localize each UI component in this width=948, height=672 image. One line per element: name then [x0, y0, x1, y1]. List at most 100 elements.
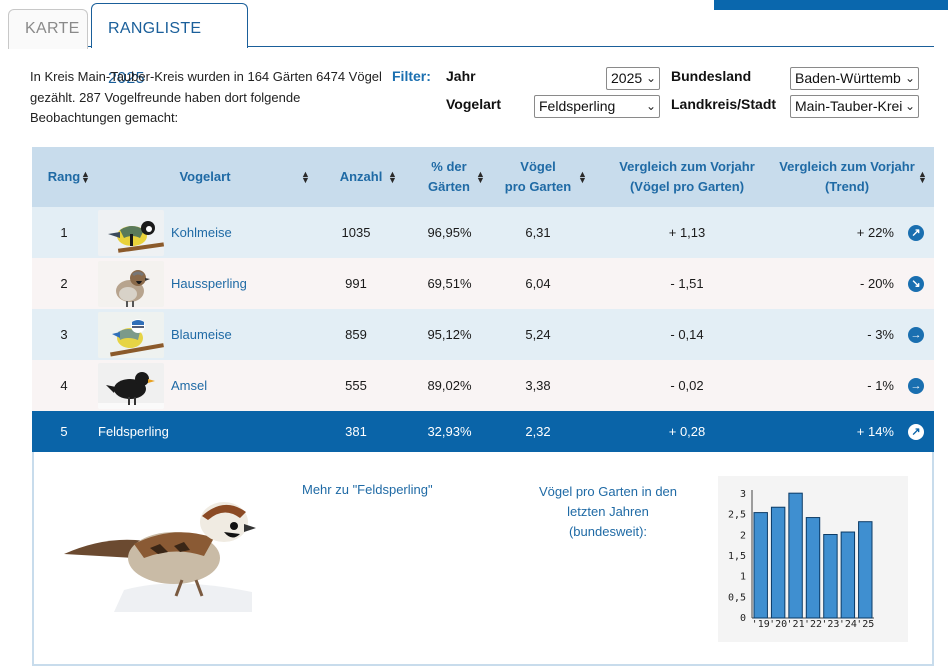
row-comparison: - 0,14 — [670, 327, 704, 342]
detail-panel: Mehr zu "Feldsperling" Vögel pro Garten … — [32, 452, 934, 666]
ranking-table: Rang ▲ ▼ Vogelart ▲ ▼ Anzahl ▲ ▼ % der Gärt… — [32, 147, 934, 666]
row-count: 991 — [345, 276, 367, 291]
row-trend: - 1% — [867, 378, 894, 393]
header-vergleich-vpg[interactable]: Vergleich zum Vorjahr (Vögel pro Garten) — [592, 147, 782, 207]
header-anzahl-label: Anzahl — [339, 169, 383, 184]
row-comparison: + 0,28 — [668, 424, 706, 439]
intro-text: In Kreis Main-Tauber-Kreis wurden in 164… — [30, 69, 382, 125]
row-pct: 95,12% — [427, 327, 472, 342]
row-comparison: - 0,02 — [670, 378, 704, 393]
jahr-label: Jahr — [446, 68, 476, 84]
row-pct: 69,51% — [427, 276, 472, 291]
bar — [788, 492, 803, 619]
bird-name-link[interactable]: Blaumeise — [171, 327, 232, 342]
table-row[interactable]: 2 Haussperling 991 69,51% 6,04 - 1,51 - … — [32, 258, 934, 309]
tab-karte[interactable]: KARTE — [8, 9, 88, 49]
bird-thumbnail[interactable] — [98, 207, 164, 258]
chevron-down-icon: ⌄ — [904, 71, 915, 85]
bird-name-link[interactable]: Haussperling — [171, 276, 247, 291]
jahr-select[interactable]: 2025 ⌄ — [606, 67, 660, 90]
row-trend: + 22% — [856, 225, 894, 240]
header-vergleich-trend[interactable]: Vergleich zum Vorjahr (Trend) ▲ ▼ — [772, 147, 927, 207]
kohlmeise-image — [98, 209, 164, 256]
bird-thumbnail[interactable] — [98, 309, 164, 360]
bird-name-link[interactable]: Kohlmeise — [171, 225, 232, 240]
table-row[interactable]: 3 Blaumeise 859 95,12% 5,24 - 0,14 - 3% … — [32, 309, 934, 360]
sort-icon: ▲ ▼ — [476, 169, 485, 185]
arrow-up-right-icon: ↗ — [908, 423, 924, 440]
header-pct-garten[interactable]: % der Gärten ▲ ▼ — [416, 147, 485, 207]
row-vpg: 3,38 — [525, 378, 551, 393]
header-vogelart[interactable]: Vogelart ▲ ▼ — [96, 147, 314, 207]
row-rank: 5 — [60, 424, 68, 439]
tab-bar: KARTE RANGLISTE 2025 — [8, 3, 934, 87]
arrow-up-right-icon: ↗ — [908, 224, 924, 241]
header-cmp-label-2: (Vögel pro Garten) — [629, 179, 745, 194]
header-cmp-label-1: Vergleich zum Vorjahr — [619, 159, 755, 174]
header-trend-label-1: Vergleich zum Vorjahr — [779, 159, 915, 174]
sort-icon: ▲ ▼ — [81, 169, 90, 185]
chart-caption: Vögel pro Garten in den letzten Jahren (… — [538, 484, 678, 539]
y-tick-label: 0 — [740, 613, 746, 624]
bar — [840, 531, 856, 619]
y-tick-label: 1 — [740, 572, 746, 583]
tab-rangliste[interactable]: RANGLISTE 2025 — [91, 3, 248, 87]
row-count: 555 — [345, 378, 367, 393]
vogelart-select[interactable]: Feldsperling ⌄ — [534, 95, 660, 118]
arrow-down-right-icon: ↘ — [908, 275, 924, 292]
jahr-select-value: 2025 — [611, 70, 643, 86]
header-rang[interactable]: Rang ▲ ▼ — [32, 147, 96, 207]
row-rank: 3 — [60, 327, 68, 342]
bar — [823, 534, 838, 619]
vogelart-label: Vogelart — [446, 96, 501, 112]
y-tick-label: 1,5 — [728, 551, 746, 562]
vogelart-select-value: Feldsperling — [539, 98, 616, 114]
chart-container: 0 0,5 1 1,5 2 2,5 3 '19'20'21'22'23'24'25 — [718, 476, 908, 642]
bar — [770, 506, 786, 619]
bird-name-link[interactable]: Amsel — [171, 378, 208, 393]
blaumeise-image — [98, 311, 164, 358]
row-rank: 4 — [60, 378, 68, 393]
header-vpg-label-2: pro Garten — [504, 179, 572, 194]
trend-icon-cell: → — [904, 309, 928, 360]
table-row[interactable]: 4 Amsel 555 89,02% 3,38 - 0,02 - 1% → — [32, 360, 934, 411]
bar — [753, 512, 768, 619]
bird-thumbnail[interactable] — [98, 258, 164, 309]
feldsperling-image — [64, 472, 260, 612]
y-tick-label: 2 — [740, 530, 746, 541]
header-rang-label: Rang — [47, 169, 81, 184]
table-row-selected[interactable]: 5 Feldsperling 381 32,93% 2,32 + 0,28 + … — [32, 411, 934, 452]
header-anzahl[interactable]: Anzahl ▲ ▼ — [326, 147, 397, 207]
x-tick-label: '25 — [856, 619, 874, 630]
sort-icon: ▲ ▼ — [388, 169, 397, 185]
y-tick-label: 0,5 — [728, 592, 746, 603]
bundesland-select[interactable]: Baden-Württemb ⌄ — [790, 67, 919, 90]
x-tick-label: '19 — [752, 619, 770, 630]
trend-icon-cell: ↗ — [904, 207, 928, 258]
header-voegel-pro-garten[interactable]: Vögel pro Garten ▲ ▼ — [496, 147, 587, 207]
bird-thumbnail[interactable] — [98, 360, 164, 411]
filter-label: Filter: — [392, 68, 431, 84]
header-pct-label-2: Gärten — [428, 179, 470, 194]
header-vpg-label-1: Vögel — [520, 159, 556, 174]
row-trend: - 3% — [867, 327, 894, 342]
table-row[interactable]: 1 Kohlmeise 1035 96,95% 6,31 + 1,13 + 22… — [32, 207, 934, 258]
arrow-right-icon: → — [908, 326, 924, 343]
more-about-link[interactable]: Mehr zu "Feldsperling" — [302, 482, 433, 497]
row-trend: - 20% — [860, 276, 894, 291]
bar — [858, 521, 873, 619]
x-tick-label: '23 — [821, 619, 839, 630]
row-pct: 32,93% — [427, 424, 472, 439]
landkreis-select[interactable]: Main-Tauber-Krei ⌄ — [790, 95, 919, 118]
row-vpg: 2,32 — [525, 424, 551, 439]
row-vpg: 6,31 — [525, 225, 551, 240]
row-trend: + 14% — [856, 424, 894, 439]
amsel-image — [98, 362, 164, 409]
arrow-right-icon: → — [908, 377, 924, 394]
row-rank: 2 — [60, 276, 68, 291]
trend-icon-cell: → — [904, 360, 928, 411]
row-count: 1035 — [341, 225, 371, 240]
table-header: Rang ▲ ▼ Vogelart ▲ ▼ Anzahl ▲ ▼ % der Gärt… — [32, 147, 934, 207]
header-vogelart-label: Vogelart — [179, 169, 231, 184]
bird-name-link[interactable]: Feldsperling — [98, 424, 169, 439]
